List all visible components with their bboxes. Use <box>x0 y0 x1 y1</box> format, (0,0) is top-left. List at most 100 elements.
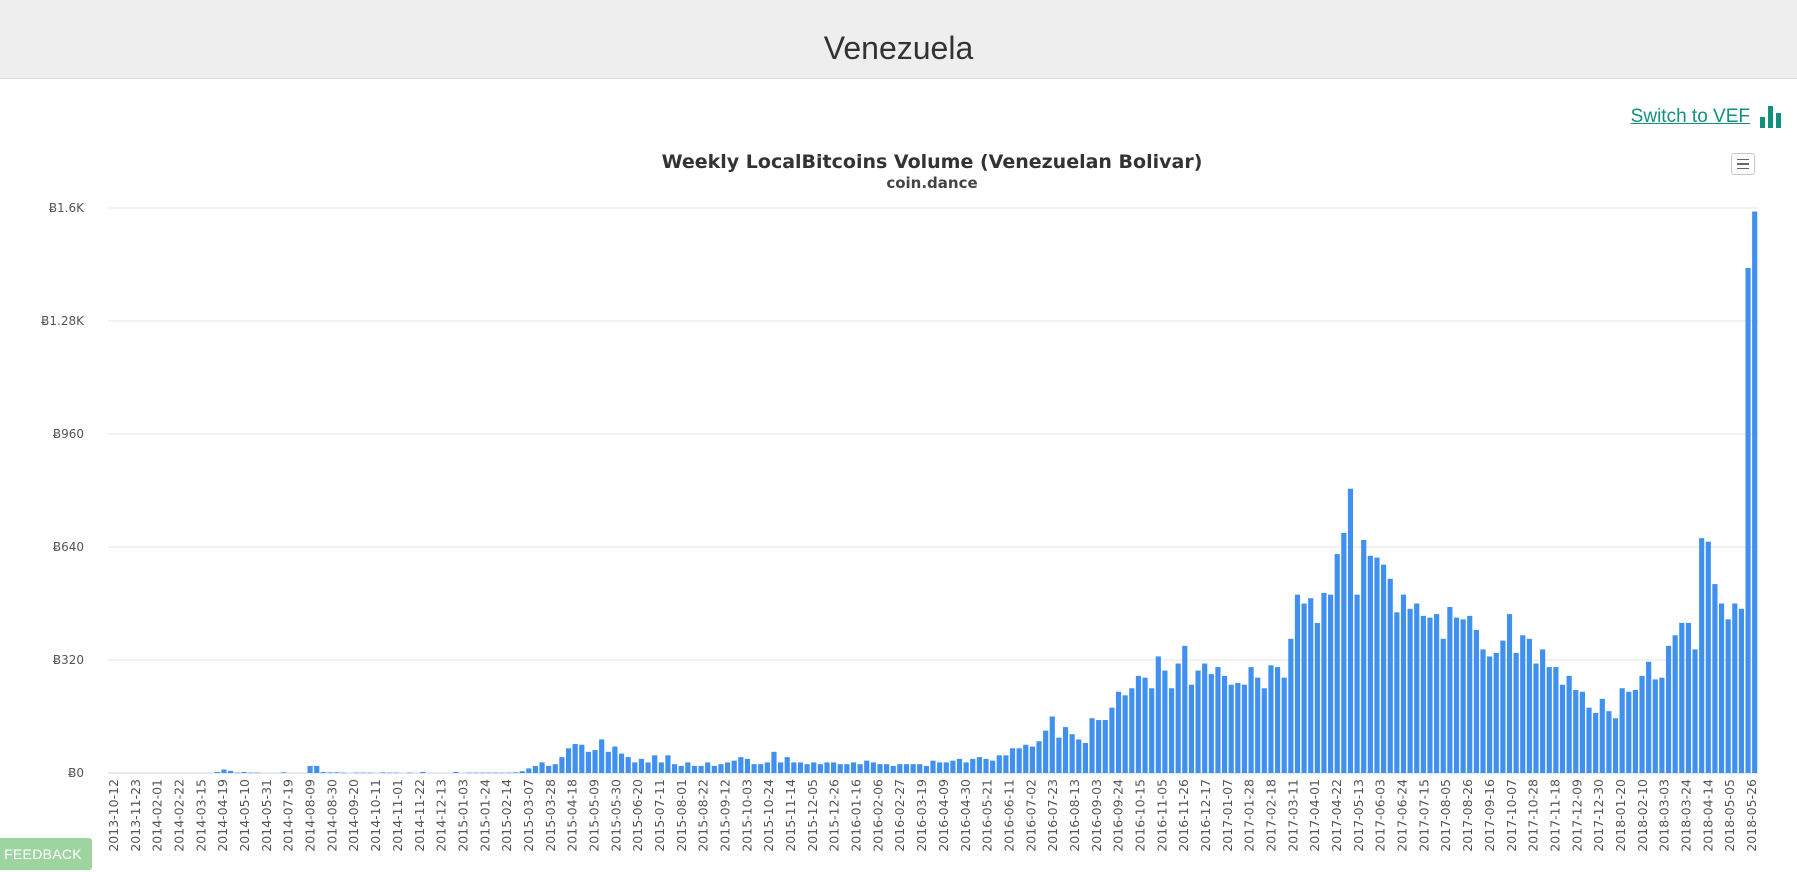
chart-bar <box>565 748 572 773</box>
x-tick-label: 2015-08-22 <box>696 779 711 852</box>
x-tick-label: 2014-05-31 <box>259 779 274 852</box>
chart-bar <box>618 753 625 773</box>
chart-bar <box>1387 578 1393 773</box>
chart-bar <box>1685 622 1692 773</box>
chart-bar <box>1142 677 1148 773</box>
x-tick-label: 2017-09-16 <box>1482 779 1497 852</box>
chart-bar <box>453 771 459 773</box>
chart-bar <box>1367 555 1373 773</box>
chart-bar <box>976 757 982 773</box>
chart-bar <box>665 755 671 773</box>
feedback-button[interactable]: FEEDBACK <box>0 838 92 870</box>
chart-bar <box>1069 734 1075 773</box>
chart-bar <box>990 760 996 773</box>
bar-chart-icon <box>1760 106 1781 128</box>
volume-chart: Weekly LocalBitcoins Volume (Venezuelan … <box>41 151 1759 852</box>
chart-bar <box>652 755 658 773</box>
chart-bar <box>1745 268 1751 773</box>
chart-bar <box>1612 718 1619 773</box>
x-tick-label: 2017-02-18 <box>1264 779 1279 852</box>
chart-bar <box>526 768 532 773</box>
y-tick-label: Ƀ960 <box>53 427 84 441</box>
hamburger-menu-icon <box>1737 158 1749 161</box>
chart-bar <box>1473 629 1479 773</box>
chart-bar <box>1301 603 1307 773</box>
chart-bar <box>546 765 552 773</box>
chart-bar <box>353 772 360 774</box>
chart-bar <box>1268 665 1274 773</box>
chart-bar <box>1016 748 1022 773</box>
chart-bar <box>254 772 260 774</box>
x-tick-label: 2015-05-09 <box>587 779 602 852</box>
chart-menu-button[interactable] <box>1731 153 1755 175</box>
chart-bar <box>1400 594 1407 773</box>
x-tick-label: 2013-10-12 <box>106 779 121 852</box>
chart-bar <box>1255 677 1261 773</box>
chart-bar <box>320 771 326 773</box>
chart-title: Weekly LocalBitcoins Volume (Venezuelan … <box>662 151 1203 173</box>
chart-bar <box>1738 608 1745 773</box>
chart-bar <box>1712 584 1718 773</box>
chart-bar <box>1579 691 1585 773</box>
chart-bar <box>605 751 611 773</box>
chart-bar <box>360 772 366 774</box>
chart-bar <box>711 765 717 773</box>
chart-bar <box>983 758 989 774</box>
chart-bar <box>1725 619 1731 773</box>
x-tick-label: 2016-01-16 <box>849 779 864 852</box>
chart-bar <box>1420 615 1426 773</box>
chart-bar <box>1056 737 1062 773</box>
chart-bar <box>1626 691 1632 773</box>
chart-bar <box>724 762 731 773</box>
x-tick-label: 2015-09-12 <box>718 779 733 852</box>
x-tick-label: 2017-03-11 <box>1285 779 1300 852</box>
chart-bar <box>1679 622 1685 773</box>
x-tick-label: 2016-02-27 <box>892 779 907 852</box>
x-tick-label: 2016-05-21 <box>980 779 995 852</box>
x-tick-label: 2016-09-24 <box>1111 779 1126 852</box>
chart-bar <box>612 746 618 773</box>
chart-bar <box>1427 617 1433 774</box>
x-tick-label: 2017-06-03 <box>1373 779 1388 852</box>
chart-bar <box>1281 677 1287 773</box>
chart-bar <box>917 764 923 773</box>
chart-bar <box>1606 711 1612 773</box>
chart-bar <box>811 762 817 773</box>
chart-bar <box>804 764 810 773</box>
chart-bar <box>1182 645 1188 774</box>
chart-bar <box>1480 649 1486 773</box>
chart-bar <box>1593 712 1599 773</box>
chart-bar <box>519 771 525 773</box>
x-tick-label: 2016-03-19 <box>914 779 929 852</box>
x-tick-label: 2016-09-03 <box>1089 779 1104 852</box>
chart-bar <box>512 772 519 773</box>
chart-bar <box>599 739 605 773</box>
chart-bar <box>638 758 645 774</box>
x-tick-label: 2017-01-28 <box>1242 779 1257 852</box>
x-axis-labels: 2013-10-12 2013-11-23 2014-02-01 2014-02-22… <box>106 779 1759 852</box>
chart-bar <box>1049 716 1055 773</box>
chart-bar <box>1460 619 1466 773</box>
x-tick-label: 2014-09-20 <box>346 779 361 852</box>
chart-bar <box>1076 739 1082 773</box>
switch-currency-link[interactable]: Switch to VEF <box>1631 106 1781 128</box>
chart-bar <box>817 764 823 773</box>
switch-currency-label: Switch to VEF <box>1630 106 1750 127</box>
chart-bar <box>685 762 691 773</box>
chart-bar <box>1414 603 1420 773</box>
chart-bar <box>506 772 512 774</box>
x-tick-label: 2014-02-01 <box>150 779 165 852</box>
chart-bar <box>1221 675 1228 773</box>
chart-bar <box>1149 688 1155 773</box>
chart-bar <box>1274 667 1281 773</box>
x-tick-label: 2014-03-15 <box>193 779 208 852</box>
chart-bar <box>1082 742 1088 773</box>
chart-bar <box>406 772 413 774</box>
x-tick-label: 2017-04-01 <box>1307 779 1322 852</box>
x-tick-label: 2015-06-20 <box>630 779 645 852</box>
x-tick-label: 2014-11-01 <box>390 779 405 852</box>
x-tick-label: 2016-06-11 <box>1001 779 1016 852</box>
chart-bar <box>1122 695 1128 773</box>
chart-bar <box>1646 661 1652 773</box>
chart-bar <box>1334 554 1340 773</box>
